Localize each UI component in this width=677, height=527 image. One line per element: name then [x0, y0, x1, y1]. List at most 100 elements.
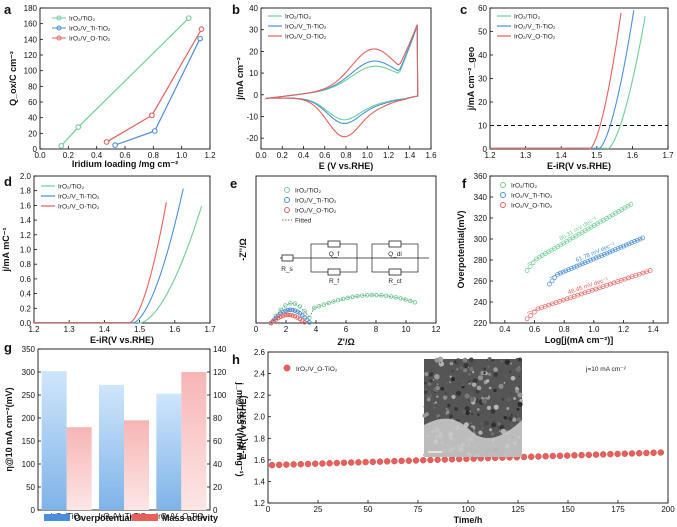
x-tick-label: 1.0 — [176, 151, 188, 160]
legend-label: Mass activity — [162, 513, 218, 523]
data-point — [383, 293, 389, 299]
data-point — [568, 266, 574, 271]
data-point — [549, 452, 556, 460]
y-tick-label: 30 — [478, 75, 487, 84]
data-point — [297, 460, 304, 468]
data-point — [585, 451, 592, 459]
y-tick-label: 1.2 — [254, 499, 266, 508]
legend-label: IrO₂/V_O-TiO₂ — [511, 203, 553, 210]
inset-texture — [503, 382, 506, 384]
x-tick-label: 0.2 — [63, 151, 75, 160]
inset-texture — [460, 366, 463, 369]
inset-texture — [517, 392, 523, 398]
data-point — [546, 281, 552, 287]
bar-overpotential — [156, 393, 182, 510]
axes-frame — [39, 7, 211, 150]
x-axis-label: E (V vs.RHE) — [319, 161, 374, 171]
legend-label: IrO₂/TiO₂ — [69, 16, 96, 23]
x-tick-label: 1.6 — [169, 325, 181, 334]
data-point — [549, 278, 555, 284]
y-axis-label: E-iR(V vs.RHE) — [238, 395, 248, 459]
y2-tick-label: 20 — [213, 483, 222, 492]
data-point — [283, 303, 288, 308]
data-point — [398, 457, 405, 465]
legend-label: IrO₂/V_Ti-TiO₂ — [285, 24, 327, 31]
inset-texture — [492, 420, 496, 423]
inset-texture — [426, 397, 431, 402]
inset-texture — [424, 381, 427, 385]
data-point — [427, 456, 434, 464]
inset-texture — [472, 371, 475, 374]
y-axis-label: Q_ox/C cm⁻² — [8, 51, 18, 106]
inset-texture — [469, 366, 474, 372]
inset-texture — [454, 407, 458, 411]
data-point — [302, 320, 307, 325]
data-point — [637, 236, 643, 242]
inset-texture — [463, 368, 468, 373]
inset-texture — [422, 413, 427, 418]
data-point — [304, 460, 312, 468]
series-line — [34, 206, 203, 324]
y-tick-label: 0 — [254, 91, 259, 100]
x-tick-label: 0.4 — [91, 151, 103, 160]
data-point — [355, 459, 362, 466]
inset-texture — [448, 414, 454, 419]
inset-texture — [433, 406, 436, 409]
y-tick-label: 1.4 — [20, 216, 32, 225]
data-point — [420, 457, 427, 464]
inset-texture — [467, 380, 471, 383]
inset-texture — [510, 403, 512, 406]
inset-texture — [438, 361, 444, 367]
inset-texture — [455, 358, 461, 364]
inset-texture — [430, 369, 433, 371]
data-point — [287, 307, 293, 313]
legend-label: IrO₂/V_Ti-TiO₂ — [295, 198, 337, 205]
x-tick-label: IrO₂/V_Ti-TiO₂ — [99, 512, 150, 521]
y2-tick-label: 40 — [213, 460, 222, 469]
legend-label: IrO₂/TiO₂ — [285, 14, 312, 21]
data-point — [524, 316, 530, 322]
legend-label: IrO₂/TiO₂ — [511, 183, 538, 190]
y-tick-label: 1.4 — [254, 477, 266, 486]
y-tick-label: 160 — [24, 20, 38, 29]
panel-letter-b: b — [232, 2, 240, 17]
inset-texture — [518, 386, 521, 388]
panel-letter-h: h — [232, 352, 240, 367]
data-point — [592, 451, 600, 458]
data-point — [359, 293, 365, 298]
inset-texture — [490, 432, 495, 436]
y-tick-label: 0.0 — [20, 319, 32, 328]
data-point — [596, 254, 602, 260]
inset-texture — [438, 416, 440, 419]
cpe-element — [327, 240, 341, 248]
data-point — [527, 264, 533, 269]
fitted-line — [270, 294, 416, 324]
inset-texture — [487, 357, 491, 361]
inset-texture — [476, 408, 480, 411]
x-tick-label: 1.3 — [520, 151, 532, 160]
panel-e: 0 2 4 6 8 10 12 Z'/Ω -Z''/Ω e IrO₂/TiO₂ IrO₂/V_Ti-T… — [230, 175, 441, 347]
y-tick-label: 320 — [474, 214, 488, 223]
inset-texture — [487, 373, 490, 376]
inset-texture — [515, 366, 521, 372]
data-point — [571, 452, 578, 459]
data-point — [574, 263, 580, 269]
inset-texture — [486, 405, 491, 410]
data-point — [621, 450, 628, 457]
fit-line — [526, 270, 651, 313]
y2-tick-label: 120 — [213, 368, 227, 377]
data-point — [557, 270, 563, 276]
x-tick-label: 0.6 — [529, 325, 541, 334]
y-tick-label: 260 — [474, 277, 488, 286]
x-tick-label: 0.8 — [340, 151, 352, 160]
legend-label: IrO₂/V_O-TiO₂ — [514, 34, 556, 41]
panel-a: 0.0 0.2 0.4 0.6 0.8 1.0 1.2 0 20 40 60 80 100 120 140 1… — [4, 2, 216, 169]
inset-texture — [503, 375, 507, 378]
y-tick-label: 1.6 — [254, 456, 266, 465]
data-point — [280, 313, 286, 319]
x-axis-label: Time/h — [454, 515, 483, 525]
inset-texture — [459, 380, 465, 387]
x-tick-label: 200 — [661, 505, 675, 514]
legend-label: IrO₂/V_O-TiO₂ — [295, 208, 337, 215]
inset-texture — [434, 357, 440, 363]
